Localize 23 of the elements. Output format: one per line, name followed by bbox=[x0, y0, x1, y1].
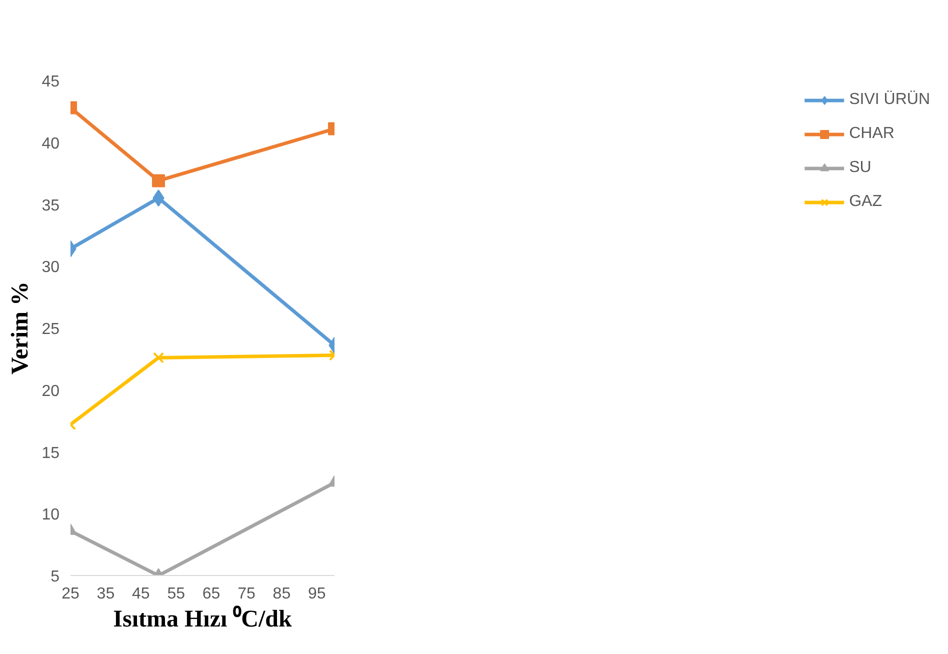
y-tick-label: 40 bbox=[42, 135, 60, 152]
x-tick-label: 35 bbox=[96, 586, 115, 602]
x-tick-label: 45 bbox=[132, 586, 150, 602]
y-tick-label: 25 bbox=[42, 321, 60, 338]
x-tick-label: 55 bbox=[167, 586, 186, 602]
y-tick-label: 30 bbox=[42, 259, 60, 276]
y-tick-label: 15 bbox=[42, 444, 60, 462]
y-tick-label: 5 bbox=[50, 568, 60, 586]
x-tick-label: 25 bbox=[62, 586, 80, 602]
y-tick-label: 35 bbox=[42, 197, 60, 214]
legend-label: SU bbox=[849, 159, 872, 177]
legend-label: CHAR bbox=[849, 125, 894, 143]
legend-label: GAZ bbox=[849, 193, 882, 211]
y-tick-label: 20 bbox=[42, 382, 60, 400]
legend-label: SIVI ÜRÜN bbox=[849, 91, 930, 109]
x-tick-label: 95 bbox=[308, 586, 326, 602]
x-tick-label: 75 bbox=[238, 586, 256, 602]
y-tick-label: 45 bbox=[42, 74, 60, 90]
x-tick-label: 85 bbox=[272, 586, 291, 602]
x-tick-label: 65 bbox=[202, 586, 220, 602]
y-axis-title: Verim % bbox=[8, 281, 34, 375]
y-tick-label: 10 bbox=[42, 506, 60, 524]
x-axis-title: Isıtma Hızı ⁰C/dk bbox=[113, 606, 292, 632]
